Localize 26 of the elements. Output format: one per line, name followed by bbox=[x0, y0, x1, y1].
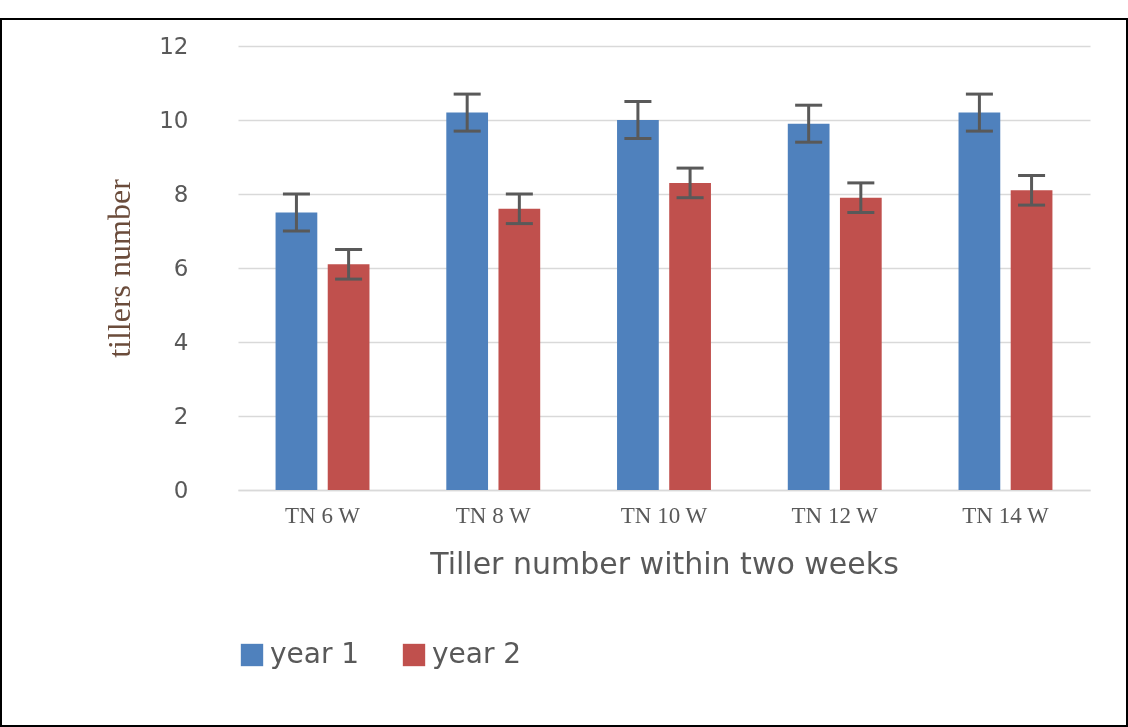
y-tick-label: 8 bbox=[173, 180, 189, 207]
bar bbox=[958, 112, 1001, 490]
bar bbox=[327, 264, 370, 490]
y-tick-label: 12 bbox=[159, 32, 189, 59]
y-tick-label: 10 bbox=[159, 106, 189, 133]
x-tick-label: TN 12 W bbox=[791, 502, 879, 528]
bar bbox=[839, 197, 882, 490]
y-tick-label: 4 bbox=[173, 328, 189, 355]
x-tick-label: TN 6 W bbox=[285, 502, 361, 528]
bar bbox=[446, 112, 489, 490]
bar bbox=[787, 123, 830, 490]
bar bbox=[617, 120, 659, 490]
legend-label: year 1 bbox=[270, 637, 360, 670]
y-axis-title: tillers number bbox=[101, 178, 138, 358]
x-tick-label: TN 14 W bbox=[962, 502, 1049, 528]
legend-label: year 2 bbox=[432, 637, 522, 670]
y-tick-label: 6 bbox=[173, 254, 189, 281]
x-tick-label: TN 10 W bbox=[620, 502, 708, 528]
bar bbox=[275, 212, 318, 490]
x-tick-label: TN 8 W bbox=[455, 502, 532, 528]
bar bbox=[498, 208, 541, 490]
bar bbox=[1010, 190, 1053, 490]
y-tick-label: 0 bbox=[173, 476, 189, 503]
y-tick-label: 2 bbox=[173, 402, 189, 429]
x-axis-title: Tiller number within two weeks bbox=[429, 545, 899, 581]
bar bbox=[669, 182, 711, 490]
